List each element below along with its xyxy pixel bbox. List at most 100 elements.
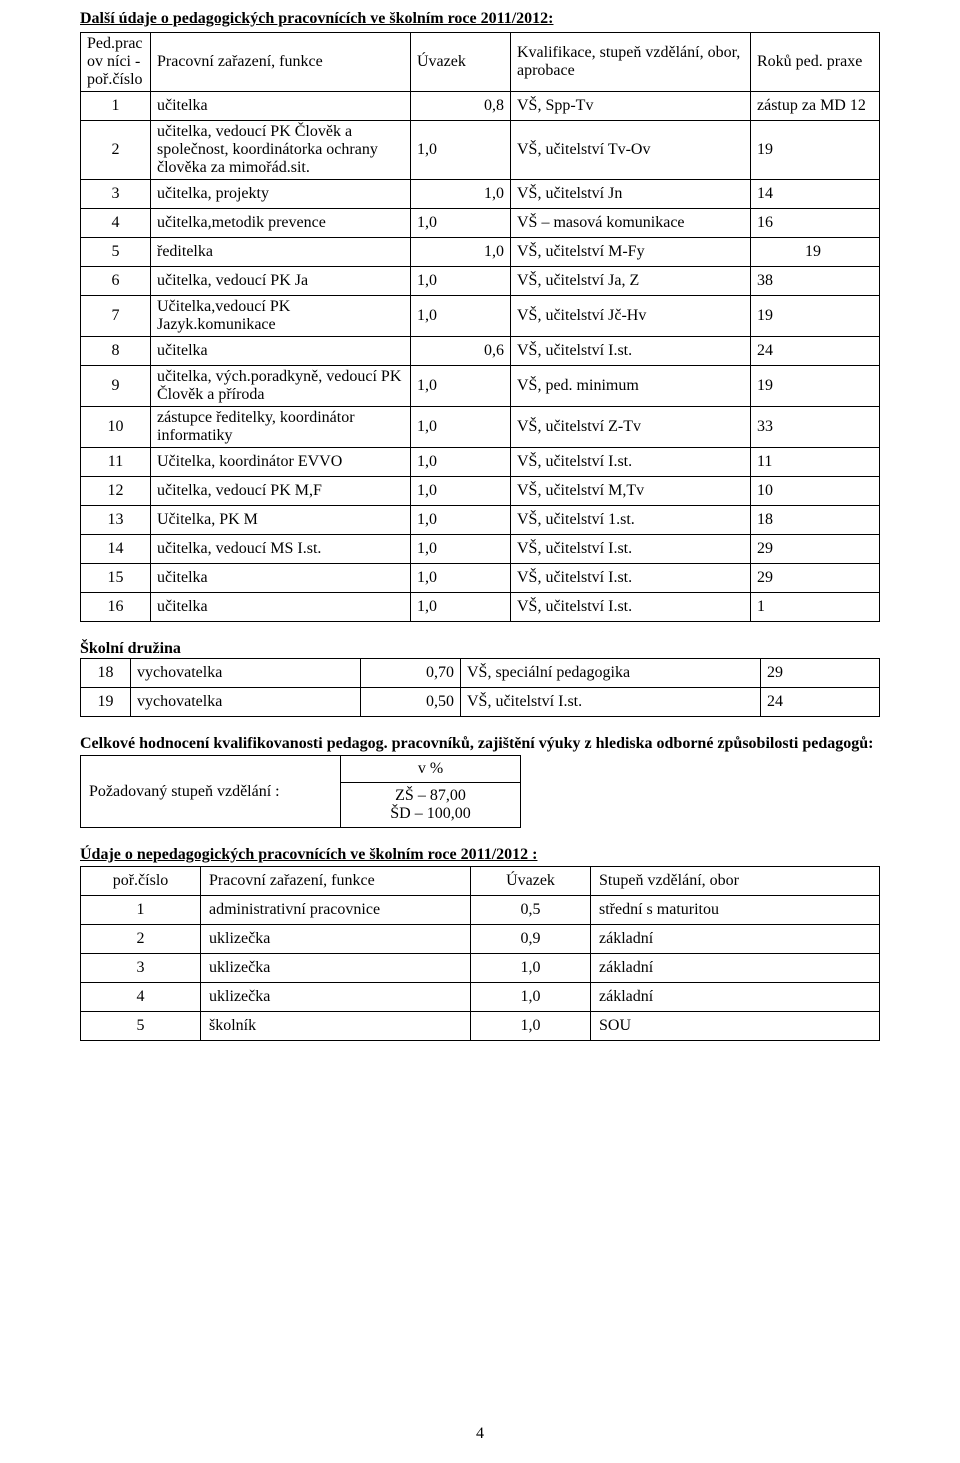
cell-number: 4 [81,983,201,1012]
cell-role: učitelka [151,593,411,622]
cell-qualification: VŠ, učitelství I.st. [511,564,751,593]
col-header-role: Pracovní zařazení, funkce [151,33,411,92]
cell-number: 4 [81,209,151,238]
table-row: 14 učitelka, vedoucí MS I.st. 1,0 VŠ, uč… [81,535,880,564]
cell-label: Požadovaný stupeň vzdělání : [81,756,341,828]
cell-years: zástup za MD 12 [751,92,880,121]
table-row: 2 učitelka, vedoucí PK Člověk a společno… [81,121,880,180]
cell-role: administrativní pracovnice [201,896,471,925]
cell-qualification: VŠ, učitelství Tv-Ov [511,121,751,180]
cell-number: 18 [81,659,131,688]
cell-years: 19 [751,121,880,180]
table-row: 3 uklizečka 1,0 základní [81,954,880,983]
cell-years: 19 [751,366,880,407]
cell-number: 6 [81,267,151,296]
cell-qualification: VŠ, učitelství Jč-Hv [511,296,751,337]
cell-fte: 0,9 [471,925,591,954]
cell-fte: 1,0 [411,366,511,407]
cell-years: 14 [751,180,880,209]
cell-role: učitelka [151,564,411,593]
cell-number: 14 [81,535,151,564]
table-row: 12 učitelka, vedoucí PK M,F 1,0 VŠ, učit… [81,477,880,506]
cell-fte: 1,0 [411,477,511,506]
cell-role: učitelka, vedoucí PK Ja [151,267,411,296]
cell-fte: 1,0 [471,954,591,983]
cell-qualification: VŠ, učitelství Ja, Z [511,267,751,296]
cell-number: 9 [81,366,151,407]
table-row: 4 učitelka,metodik prevence 1,0 VŠ – mas… [81,209,880,238]
cell-years: 1 [751,593,880,622]
cell-fte: 1,0 [411,535,511,564]
cell-role: zástupce ředitelky, koordinátor informat… [151,407,411,448]
cell-years: 19 [751,296,880,337]
cell-qualification: VŠ, učitelství Jn [511,180,751,209]
cell-number: 15 [81,564,151,593]
cell-number: 19 [81,688,131,717]
value-sd: ŠD – 100,00 [349,805,512,823]
cell-role: učitelka, vedoucí PK M,F [151,477,411,506]
cell-fte: 0,5 [471,896,591,925]
table-percent: Požadovaný stupeň vzdělání : v % ZŠ – 87… [80,755,521,828]
cell-fte: 1,0 [471,983,591,1012]
cell-fte: 0,70 [361,659,461,688]
cell-years: 29 [761,659,880,688]
cell-number: 12 [81,477,151,506]
cell-role: učitelka [151,92,411,121]
table-row: 11 Učitelka, koordinátor EVVO 1,0 VŠ, uč… [81,448,880,477]
col-header-number: poř.číslo [81,867,201,896]
cell-qualification: VŠ, učitelství I.st. [511,448,751,477]
cell-qualification: VŠ, učitelství M-Fy [511,238,751,267]
cell-qualification: VŠ, učitelství I.st. [511,535,751,564]
table-row: Požadovaný stupeň vzdělání : v % [81,756,521,783]
cell-fte: 1,0 [411,238,511,267]
document-page: Další údaje o pedagogických pracovnících… [0,0,960,1463]
cell-role: učitelka, projekty [151,180,411,209]
cell-number: 2 [81,925,201,954]
table-nonped: poř.číslo Pracovní zařazení, funkce Úvaz… [80,866,880,1041]
cell-edu: SOU [591,1012,880,1041]
table-row: 18 vychovatelka 0,70 VŠ, speciální pedag… [81,659,880,688]
cell-number: 7 [81,296,151,337]
cell-number: 3 [81,180,151,209]
cell-role: vychovatelka [131,688,361,717]
table-row: 1 administrativní pracovnice 0,5 střední… [81,896,880,925]
table-header-row: poř.číslo Pracovní zařazení, funkce Úvaz… [81,867,880,896]
cell-fte: 1,0 [411,407,511,448]
heading-nonped: Údaje o nepedagogických pracovnících ve … [80,846,880,864]
cell-fte: 0,6 [411,337,511,366]
cell-role: učitelka, vedoucí MS I.st. [151,535,411,564]
value-zs: ZŠ – 87,00 [349,787,512,805]
cell-fte: 1,0 [411,267,511,296]
cell-years: 10 [751,477,880,506]
table-row: 6 učitelka, vedoucí PK Ja 1,0 VŠ, učitel… [81,267,880,296]
heading-staff-details: Další údaje o pedagogických pracovnících… [80,10,880,28]
cell-number: 1 [81,896,201,925]
cell-qualification: VŠ, speciální pedagogika [461,659,761,688]
cell-edu: střední s maturitou [591,896,880,925]
table-row: 5 ředitelka 1,0 VŠ, učitelství M-Fy 19 [81,238,880,267]
table-row: 9 učitelka, vých.poradkyně, vedoucí PK Č… [81,366,880,407]
table-row: 4 uklizečka 1,0 základní [81,983,880,1012]
cell-role: školník [201,1012,471,1041]
table-row: 19 vychovatelka 0,50 VŠ, učitelství I.st… [81,688,880,717]
table-row: 15 učitelka 1,0 VŠ, učitelství I.st. 29 [81,564,880,593]
table-row: 16 učitelka 1,0 VŠ, učitelství I.st. 1 [81,593,880,622]
cell-years: 33 [751,407,880,448]
page-number: 4 [80,1425,880,1443]
col-header-years: Roků ped. praxe [751,33,880,92]
cell-number: 5 [81,1012,201,1041]
cell-years: 16 [751,209,880,238]
cell-number: 10 [81,407,151,448]
table-druzina: 18 vychovatelka 0,70 VŠ, speciální pedag… [80,658,880,717]
table-row: 3 učitelka, projekty 1,0 VŠ, učitelství … [81,180,880,209]
table-header-row: Ped.pracov níci - poř.číslo Pracovní zař… [81,33,880,92]
cell-values: ZŠ – 87,00 ŠD – 100,00 [341,783,521,828]
cell-role: ředitelka [151,238,411,267]
cell-qualification: VŠ – masová komunikace [511,209,751,238]
cell-qualification: VŠ, Spp-Tv [511,92,751,121]
cell-years: 24 [751,337,880,366]
cell-number: 8 [81,337,151,366]
table-row: 10 zástupce ředitelky, koordinátor infor… [81,407,880,448]
cell-fte: 1,0 [411,593,511,622]
table-ped-staff: Ped.pracov níci - poř.číslo Pracovní zař… [80,32,880,622]
